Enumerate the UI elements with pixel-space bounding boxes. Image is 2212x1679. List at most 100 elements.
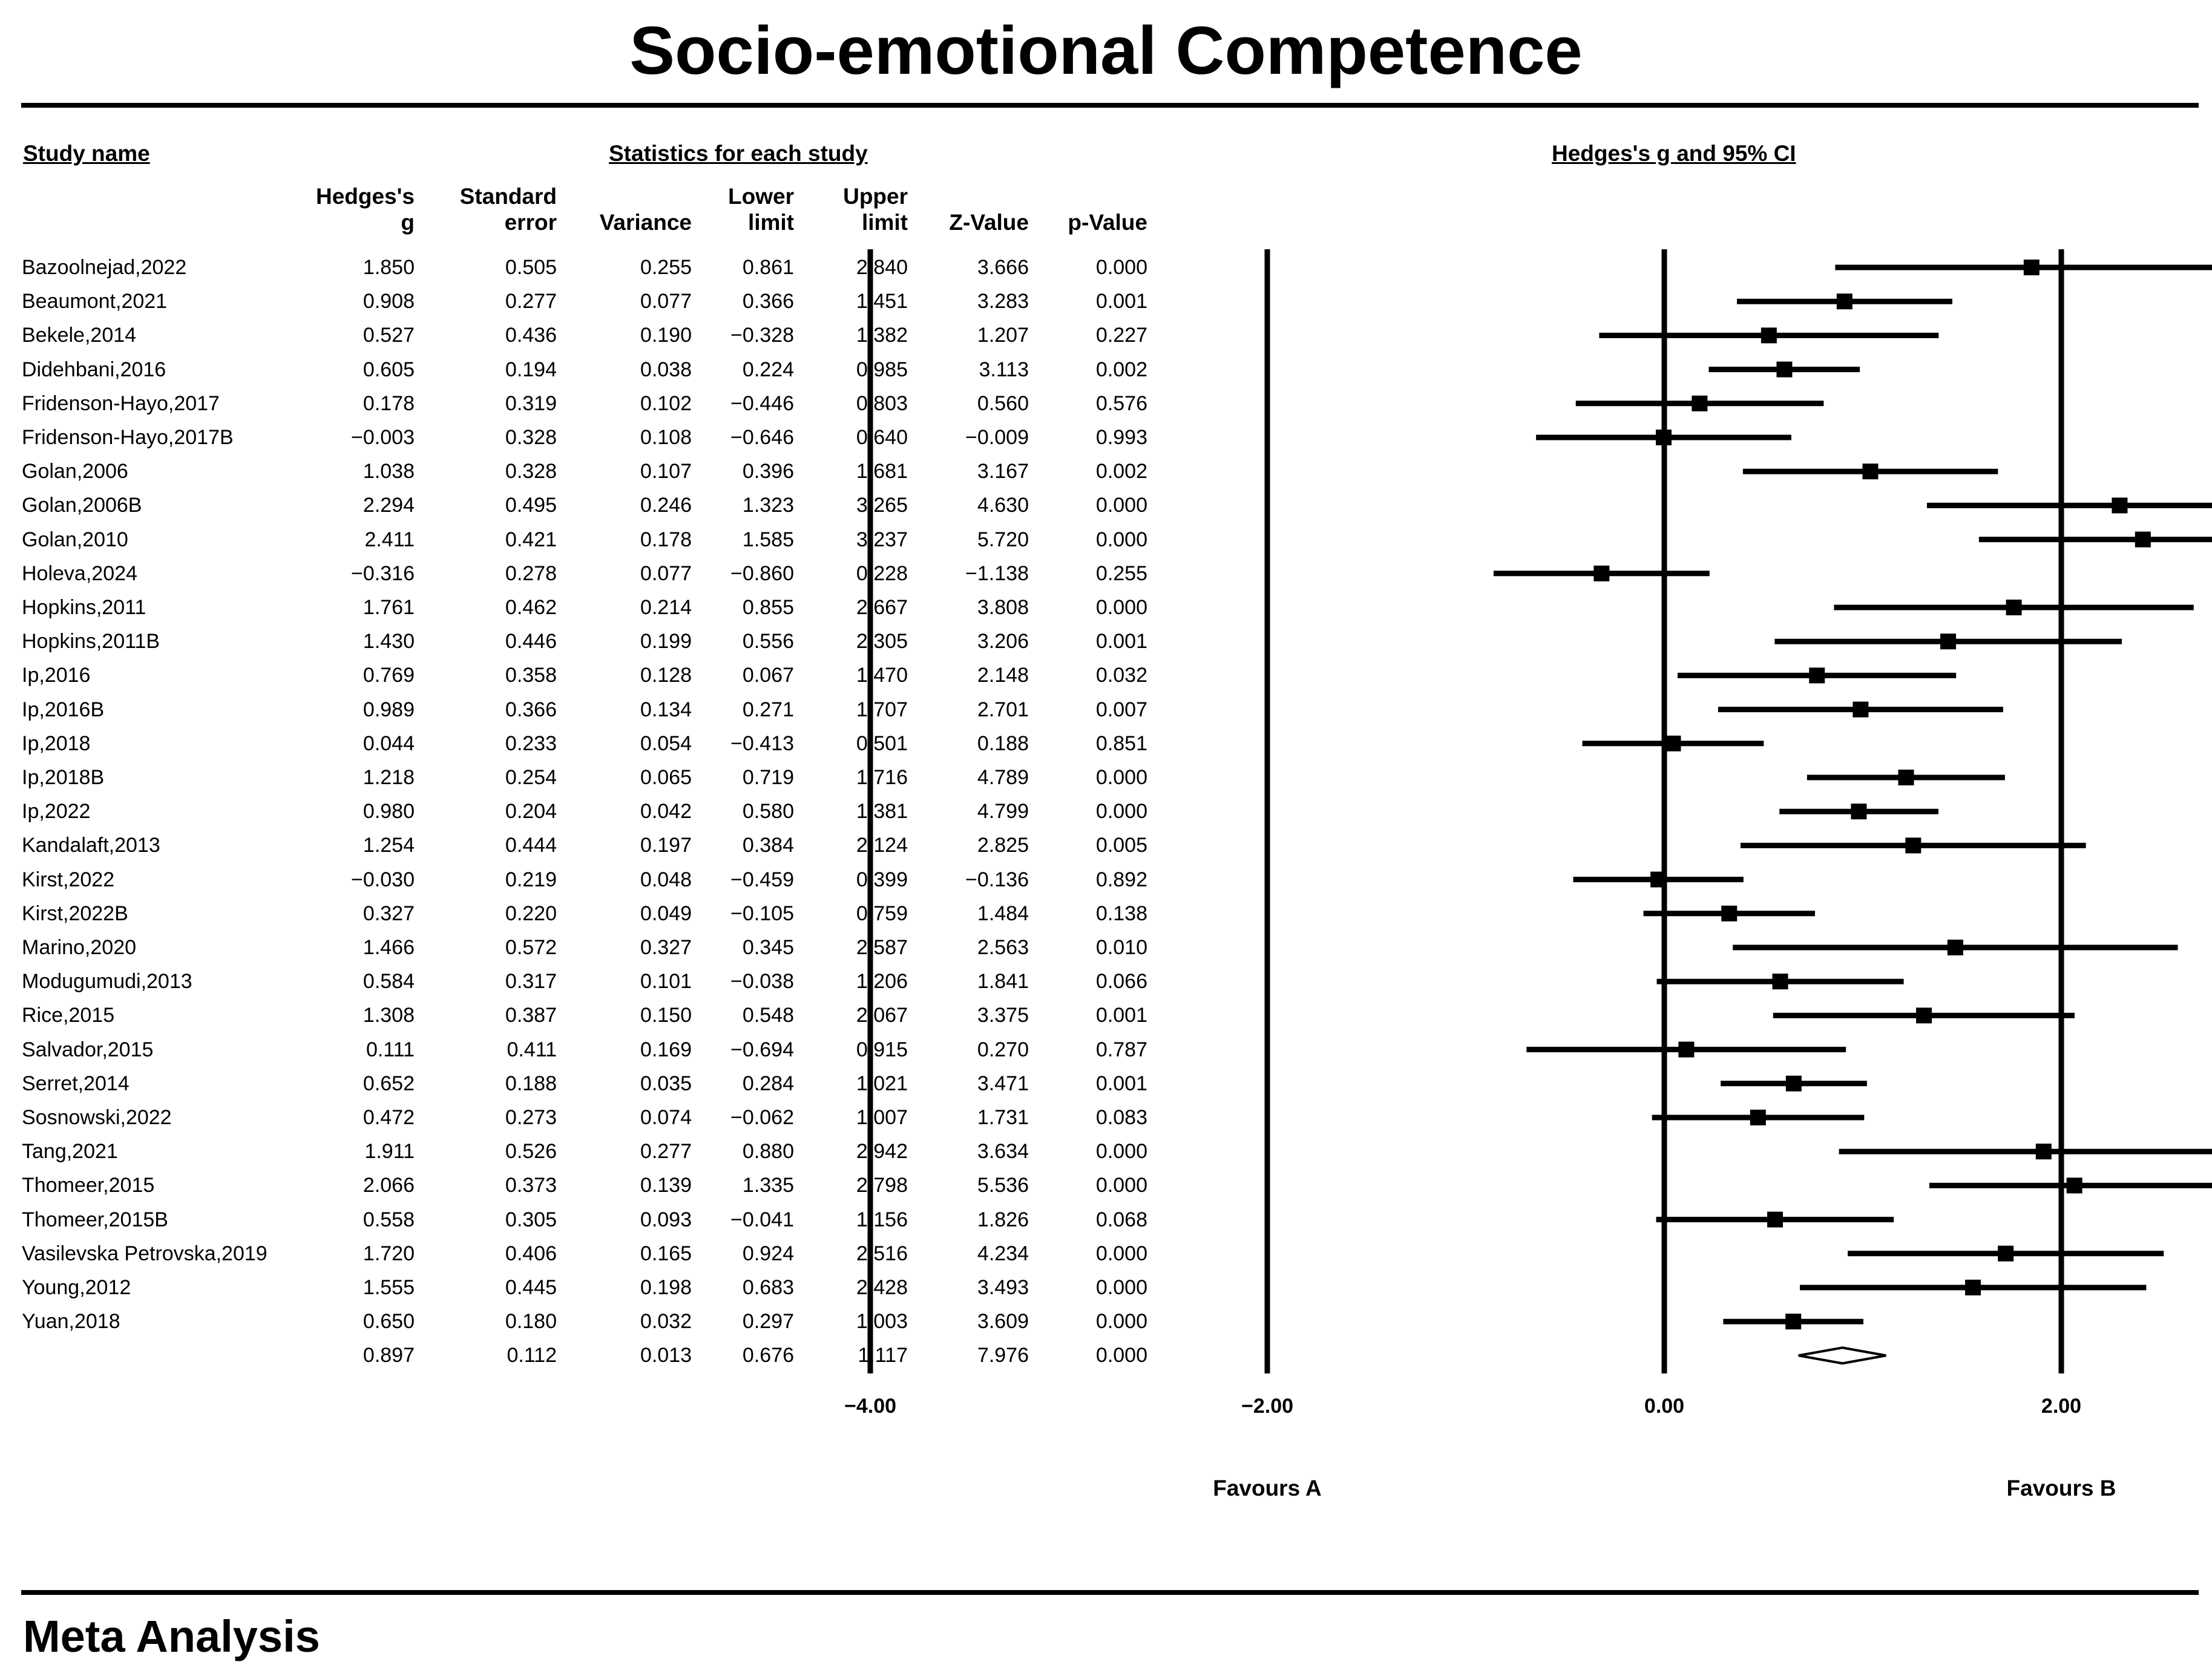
- table-row: Tang,2021 1.911 0.526 0.277 0.880 2.942 3.634 0…: [0, 1134, 1210, 1168]
- standard-error-cell: 0.112: [507, 1344, 557, 1367]
- z-value-cell: −0.136: [965, 868, 1029, 891]
- hedges-g-cell: 0.044: [363, 731, 415, 755]
- standard-error-cell: 0.273: [505, 1106, 557, 1129]
- study-name: Didehbani,2016: [22, 358, 166, 381]
- p-value-cell: 0.083: [1095, 1106, 1147, 1129]
- tick-label: −4.00: [844, 1395, 896, 1418]
- hedges-g-cell: 0.908: [363, 290, 415, 313]
- p-value-cell: 0.000: [1095, 1276, 1147, 1299]
- lower-limit-cell: 0.683: [742, 1276, 794, 1299]
- variance-cell: 0.065: [640, 766, 692, 789]
- lower-limit-cell: 0.297: [742, 1310, 794, 1334]
- study-name: Hopkins,2011B: [22, 630, 160, 653]
- study-name: Fridenson-Hayo,2017: [22, 391, 220, 415]
- p-value-cell: 0.787: [1095, 1038, 1147, 1061]
- z-value-cell: 1.731: [977, 1106, 1029, 1129]
- standard-error-cell: 0.446: [505, 630, 557, 653]
- z-value-cell: 3.609: [977, 1310, 1029, 1334]
- lower-limit-cell: 0.284: [742, 1072, 794, 1095]
- upper-limit-cell: 1.681: [856, 460, 908, 483]
- lower-limit-cell: 0.067: [742, 664, 794, 687]
- effect-marker: [2035, 1144, 2052, 1160]
- effect-marker: [1862, 463, 1879, 480]
- standard-error-cell: 0.194: [505, 358, 557, 381]
- upper-limit-cell: 0.803: [856, 391, 908, 415]
- effect-marker: [1785, 1314, 1802, 1330]
- upper-limit-cell: 1.381: [856, 800, 908, 823]
- table-row: Holeva,2024 −0.316 0.278 0.077 −0.860 0.228 −1…: [0, 557, 1210, 591]
- study-name: Ip,2018: [22, 731, 91, 755]
- standard-error-cell: 0.444: [505, 834, 557, 857]
- lower-limit-cell: −0.038: [730, 970, 794, 993]
- z-value-header-line2: Z-Value: [949, 210, 1029, 235]
- table-row: Ip,2016B 0.989 0.366 0.134 0.271 1.707 2.701 0.…: [0, 693, 1210, 727]
- lower-limit-cell: 0.366: [742, 290, 794, 313]
- effect-marker: [1853, 701, 1869, 718]
- upper-limit-cell: 3.237: [856, 528, 908, 551]
- upper-limit-cell: 2.428: [856, 1276, 908, 1299]
- upper-limit-cell: 2.798: [856, 1174, 908, 1197]
- upper-limit-cell: 1.206: [856, 970, 908, 993]
- table-row: Fridenson-Hayo,2017 0.178 0.319 0.102 −0.446…: [0, 387, 1210, 421]
- table-row: Sosnowski,2022 0.472 0.273 0.074 −0.062 1.007…: [0, 1101, 1210, 1134]
- lower-limit-header-line2: limit: [747, 210, 794, 235]
- variance-cell: 0.042: [640, 800, 692, 823]
- hedges-g-cell: 0.897: [363, 1344, 415, 1367]
- study-name: Rice,2015: [22, 1004, 115, 1027]
- effect-marker: [1772, 974, 1788, 990]
- standard-error-cell: 0.387: [505, 1004, 557, 1027]
- effect-marker: [1767, 1211, 1784, 1228]
- study-name: Sosnowski,2022: [22, 1106, 172, 1129]
- p-value-cell: 0.001: [1095, 1072, 1147, 1095]
- upper-limit-cell: 0.915: [856, 1038, 908, 1061]
- upper-limit-cell: 2.067: [856, 1004, 908, 1027]
- upper-limit-cell: 0.759: [856, 902, 908, 925]
- z-value-cell: 3.471: [977, 1072, 1029, 1095]
- effect-marker: [1965, 1280, 1981, 1295]
- upper-limit-cell: 2.516: [856, 1242, 908, 1265]
- upper-limit-cell: 0.228: [856, 561, 908, 585]
- hedges-g-cell: 2.411: [364, 528, 415, 551]
- variance-cell: 0.169: [640, 1038, 692, 1061]
- p-value-cell: 0.002: [1095, 460, 1147, 483]
- variance-cell: 0.054: [640, 731, 692, 755]
- standard-error-cell: 0.305: [505, 1208, 557, 1231]
- lower-limit-cell: 0.580: [742, 800, 794, 823]
- effect-marker: [1665, 735, 1681, 751]
- variance-cell: 0.032: [640, 1310, 692, 1334]
- lower-limit-cell: 0.924: [742, 1242, 794, 1265]
- standard-error-cell: 0.411: [507, 1038, 557, 1061]
- study-name: Serret,2014: [22, 1072, 130, 1095]
- effect-marker: [1898, 770, 1914, 785]
- effect-marker: [1785, 1075, 1802, 1092]
- hedges-g-cell: −0.030: [351, 868, 415, 891]
- variance-cell: 0.038: [640, 358, 692, 381]
- p-value-cell: 0.138: [1095, 902, 1147, 925]
- effect-marker: [1947, 940, 1963, 955]
- p-value-cell: 0.892: [1095, 868, 1147, 891]
- upper-limit-cell: 1.382: [856, 324, 908, 347]
- effect-marker: [1593, 565, 1610, 581]
- p-value-cell: 0.001: [1095, 290, 1147, 313]
- effect-marker: [1750, 1110, 1766, 1125]
- variance-cell: 0.049: [640, 902, 692, 925]
- table-row: Rice,2015 1.308 0.387 0.150 0.548 2.067 3.375 0…: [0, 998, 1210, 1032]
- z-value-cell: 3.634: [977, 1140, 1029, 1164]
- study-name-header: Study name: [23, 141, 150, 166]
- z-value-cell: 4.630: [977, 494, 1029, 517]
- upper-limit-cell: 1.156: [856, 1208, 908, 1231]
- effect-marker: [1851, 803, 1867, 820]
- standard-error-cell: 0.462: [505, 596, 557, 619]
- study-name: Hopkins,2011: [22, 596, 146, 619]
- p-value-cell: 0.000: [1095, 494, 1147, 517]
- standard-error-cell: 0.421: [505, 528, 557, 551]
- z-value-cell: 2.148: [977, 664, 1029, 687]
- standard-error-cell: 0.204: [505, 800, 557, 823]
- effect-marker: [2112, 497, 2128, 514]
- variance-cell: 0.074: [640, 1106, 692, 1129]
- standard-error-cell: 0.328: [505, 426, 557, 449]
- upper-limit-cell: 2.124: [856, 834, 908, 857]
- p-value-cell: 0.000: [1095, 1174, 1147, 1197]
- p-value-cell: 0.000: [1095, 1140, 1147, 1164]
- standard-error-cell: 0.219: [505, 868, 557, 891]
